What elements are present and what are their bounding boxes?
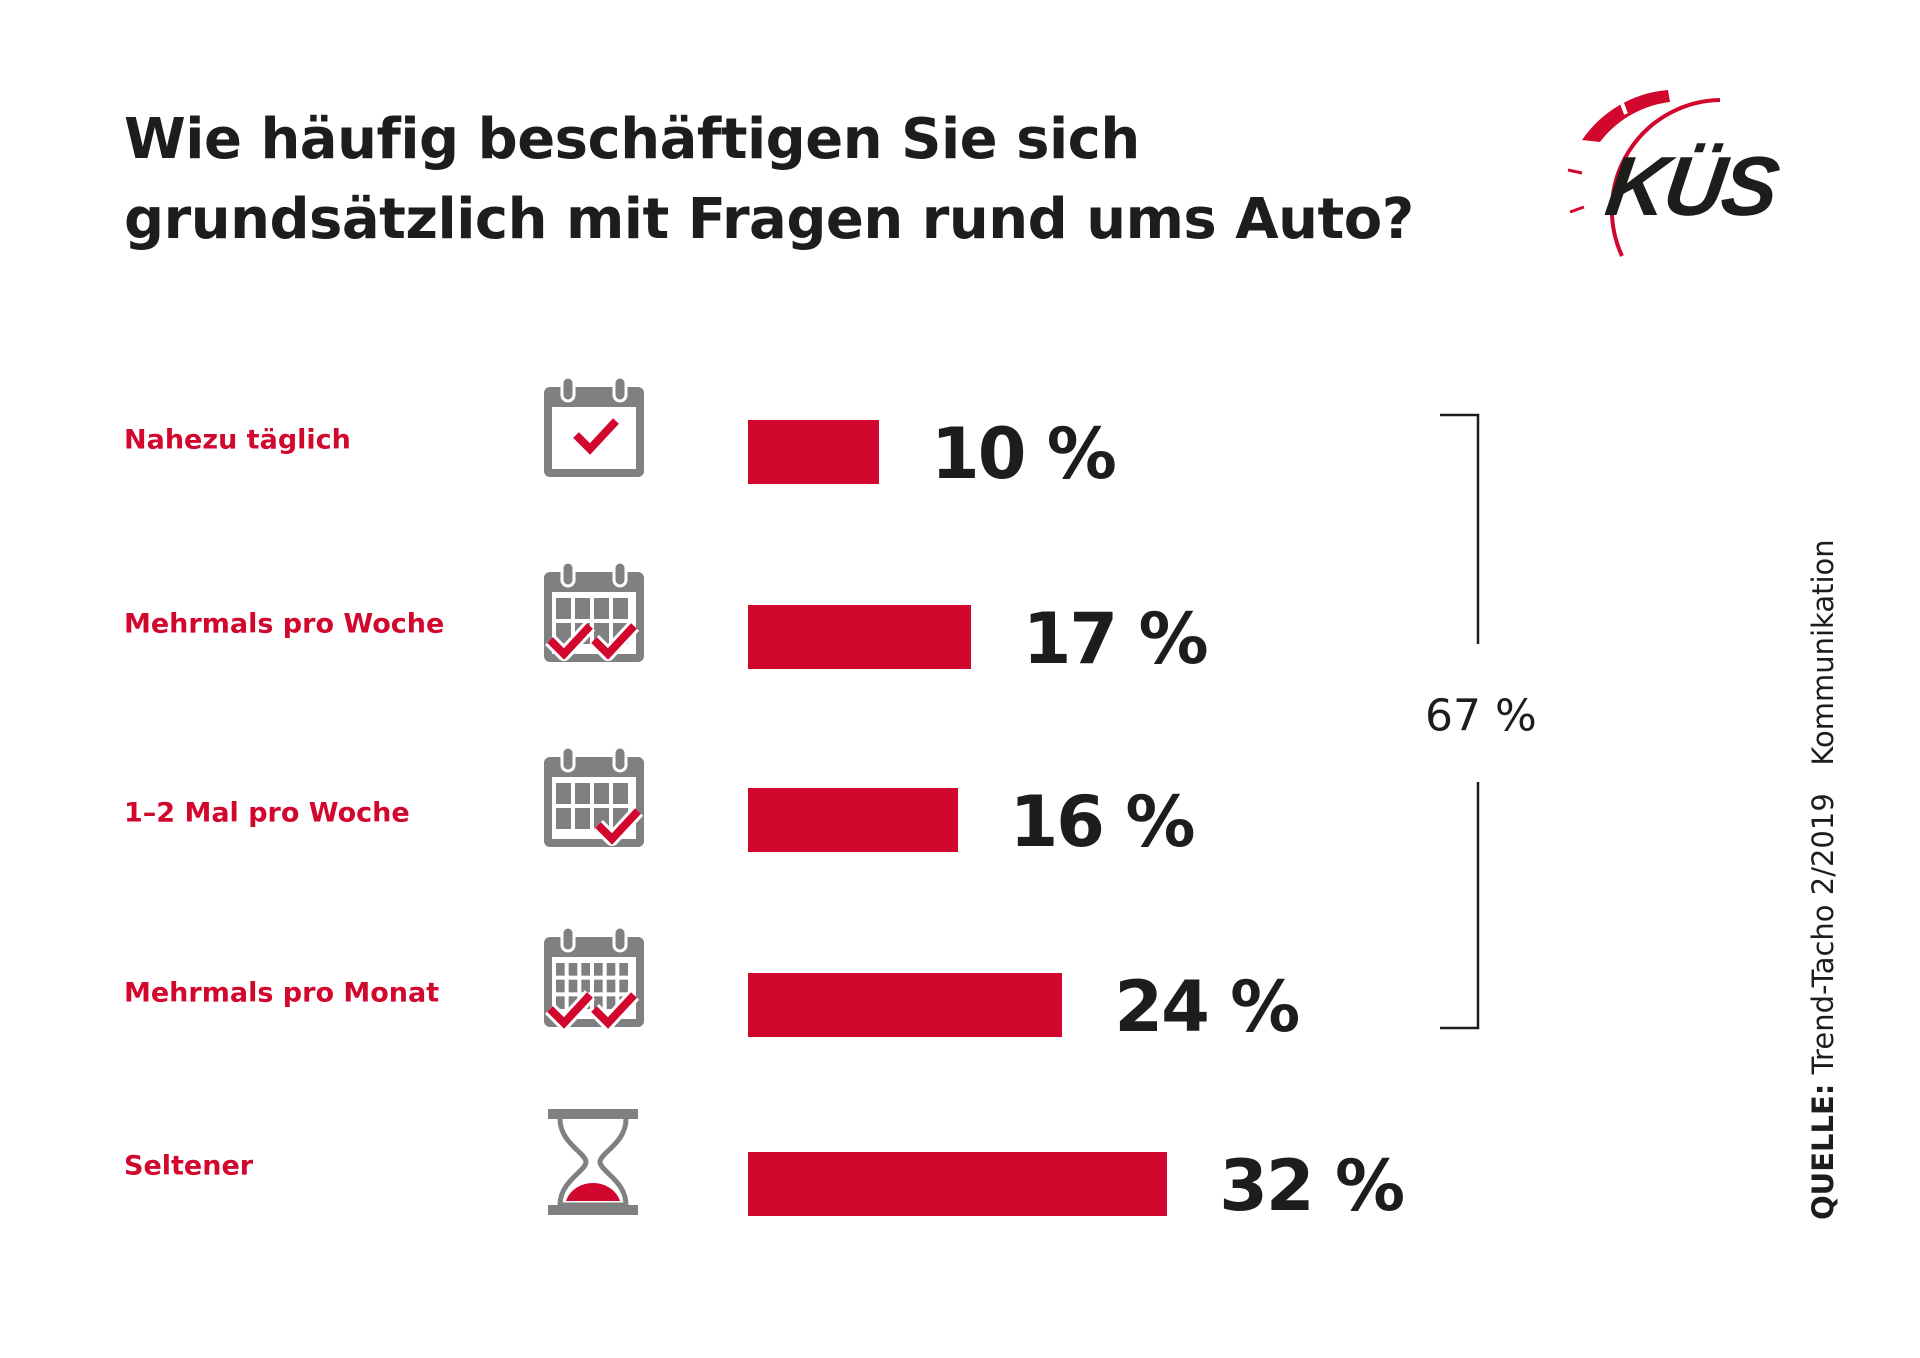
source-note: QUELLE: Trend-Tacho 2/2019 Kommunikation [1806,539,1840,1220]
calendar-week-check-icon [544,745,644,847]
kues-logo: KÜS [1567,90,1785,257]
category-label: Mehrmals pro Monat [124,977,440,1009]
bar [748,788,958,852]
total-bracket [1440,413,1480,1030]
bar [748,973,1063,1037]
category-label: Seltener [124,1150,254,1182]
category-label: Nahezu täglich [124,424,351,456]
value-label: 32 % [1219,1145,1405,1227]
bar [748,1152,1168,1216]
title-line-2: grundsätzlich mit Fragen rund ums Auto? [124,187,1414,252]
hourglass-icon [548,1109,638,1215]
value-label: 17 % [1022,598,1209,680]
source-label: QUELLE: [1806,1083,1840,1220]
value-label: 10 % [931,413,1117,495]
source-text: Trend-Tacho 2/2019 Kommunikation [1806,539,1840,1075]
calendar-double-check-icon [544,560,644,662]
bar [748,605,971,669]
total-label: 67 % [1425,690,1537,742]
calendar-month-double-check-icon [544,925,644,1030]
chart-title: Wie häufig beschäftigen Sie sich grundsä… [124,100,1414,260]
category-label: 1–2 Mal pro Woche [124,797,410,829]
bar [748,420,879,484]
svg-text:KÜS: KÜS [1601,139,1785,233]
title-line-1: Wie häufig beschäftigen Sie sich [124,107,1140,172]
calendar-check-icon [544,375,644,477]
value-label: 24 % [1114,966,1300,1048]
value-label: 16 % [1009,781,1196,863]
category-label: Mehrmals pro Woche [124,608,445,640]
